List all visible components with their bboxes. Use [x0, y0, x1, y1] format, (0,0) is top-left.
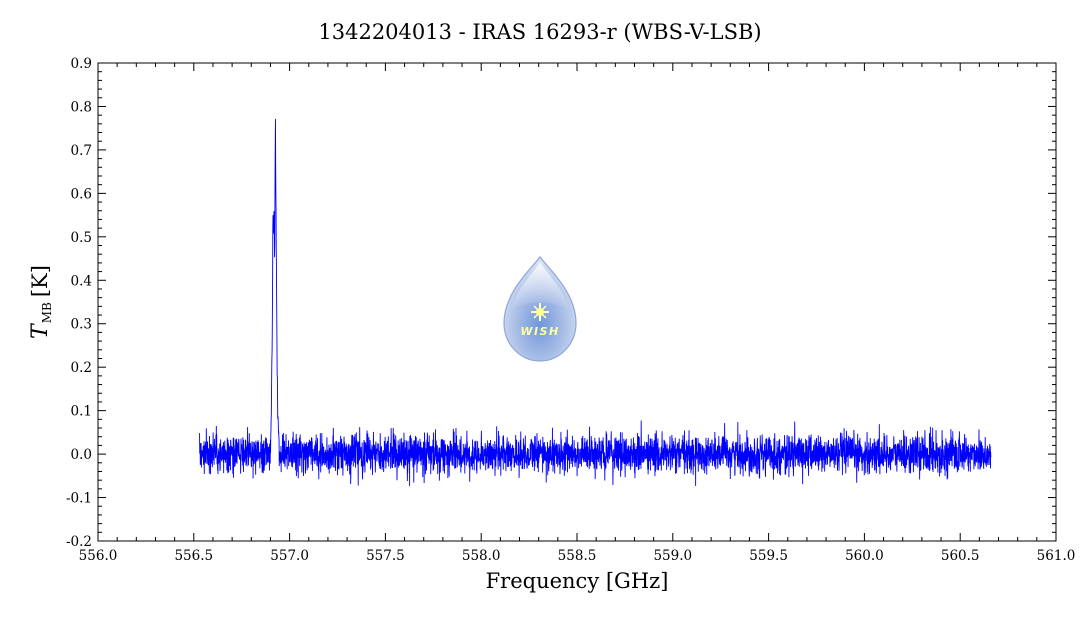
axis-ticks	[97, 62, 1057, 542]
plot-frame	[97, 62, 1057, 542]
x-tick-label: 557.5	[366, 548, 405, 564]
y-tick-label: 0.7	[71, 143, 92, 159]
y-tick-label: 0.4	[71, 273, 92, 289]
x-axis-label: Frequency [GHz]	[486, 569, 669, 593]
y-tick-label: 0.6	[71, 186, 92, 202]
y-tick-label: 0.2	[71, 360, 92, 376]
x-tick-labels: 556.0 556.5 557.0 557.5 558.0 558.5 559.0 559.5…	[79, 548, 1076, 564]
logo-text: WISH	[520, 325, 559, 338]
y-tick-label: 0.8	[71, 99, 92, 115]
x-tick-label: 559.0	[653, 548, 692, 564]
wish-logo: WISH	[503, 255, 577, 362]
x-tick-label: 561.0	[1037, 548, 1076, 564]
y-axis-unit: [K]	[28, 265, 52, 297]
y-tick-label: 0.3	[71, 317, 92, 333]
star-icon	[531, 303, 549, 321]
x-tick-label: 560.0	[845, 548, 884, 564]
x-tick-label: 557.0	[270, 548, 309, 564]
x-tick-label: 556.5	[174, 548, 213, 564]
x-tick-label: 558.0	[462, 548, 501, 564]
x-tick-label: 560.5	[941, 548, 980, 564]
x-tick-label: 556.0	[79, 548, 118, 564]
y-tick-label: 0.9	[71, 56, 92, 72]
spectrum-series-line	[199, 118, 992, 487]
y-axis-symbol: T	[28, 322, 53, 339]
y-tick-label: -0.2	[66, 534, 92, 550]
x-tick-label: 558.5	[558, 548, 597, 564]
y-tick-label: 0.5	[71, 230, 92, 246]
chart-title: 1342204013 - IRAS 16293-r (WBS-V-LSB)	[318, 20, 761, 44]
y-tick-label: 0.0	[71, 447, 92, 463]
y-tick-label: -0.1	[66, 491, 92, 507]
y-tick-labels: -0.2 -0.1 0.0 0.1 0.2 0.3 0.4 0.5 0.6 0.7 0.8 0.9	[66, 56, 92, 550]
x-tick-label: 559.5	[749, 548, 788, 564]
y-tick-label: 0.1	[71, 404, 92, 420]
y-axis-label: TMB [K]	[28, 265, 54, 339]
y-axis-subscript: MB	[40, 302, 54, 323]
series-layer	[199, 118, 992, 487]
